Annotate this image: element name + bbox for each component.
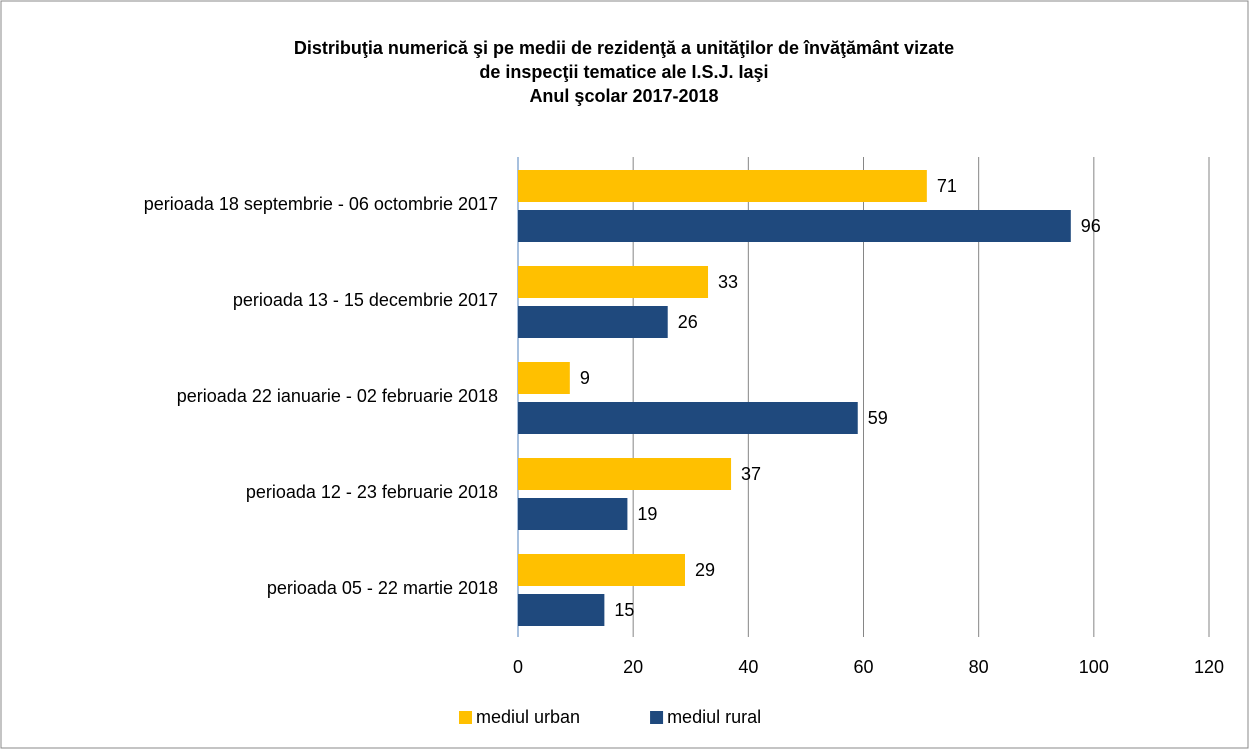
- data-label: 59: [868, 408, 888, 428]
- x-tick-label: 100: [1079, 657, 1109, 677]
- legend-label: mediul rural: [667, 707, 761, 727]
- bar: [518, 362, 570, 394]
- bar: [518, 266, 709, 298]
- y-tick-label: perioada 05 - 22 martie 2018: [267, 578, 498, 598]
- data-label: 26: [678, 312, 698, 332]
- y-tick-label: perioada 22 ianuarie - 02 februarie 2018: [177, 386, 498, 406]
- legend-label: mediul urban: [476, 707, 580, 727]
- legend-swatch: [650, 711, 664, 724]
- bar: [518, 210, 1071, 242]
- x-tick-label: 60: [853, 657, 873, 677]
- data-label: 9: [580, 368, 590, 388]
- chart-title: Anul şcolar 2017-2018: [529, 86, 718, 106]
- y-tick-label: perioada 12 - 23 februarie 2018: [246, 482, 498, 502]
- bar: [518, 594, 605, 626]
- chart-title: de inspecţii tematice ale I.S.J. Iaşi: [479, 62, 768, 82]
- x-tick-label: 20: [623, 657, 643, 677]
- y-tick-label: perioada 13 - 15 decembrie 2017: [233, 290, 498, 310]
- data-label: 71: [937, 176, 957, 196]
- x-tick-label: 120: [1194, 657, 1224, 677]
- bar: [518, 402, 858, 434]
- data-label: 15: [614, 600, 634, 620]
- bar: [518, 498, 628, 530]
- x-tick-label: 40: [738, 657, 758, 677]
- data-label: 37: [741, 464, 761, 484]
- data-label: 96: [1081, 216, 1101, 236]
- x-tick-label: 0: [513, 657, 523, 677]
- bar: [518, 458, 732, 490]
- bar: [518, 306, 668, 338]
- data-label: 33: [718, 272, 738, 292]
- x-tick-label: 80: [969, 657, 989, 677]
- data-label: 19: [637, 504, 657, 524]
- data-label: 29: [695, 560, 715, 580]
- legend-swatch: [459, 711, 472, 724]
- y-tick-label: perioada 18 septembrie - 06 octombrie 20…: [144, 194, 498, 214]
- chart-title: Distribuţia numerică şi pe medii de rezi…: [294, 38, 954, 58]
- bar: [518, 170, 927, 202]
- bar: [518, 554, 685, 586]
